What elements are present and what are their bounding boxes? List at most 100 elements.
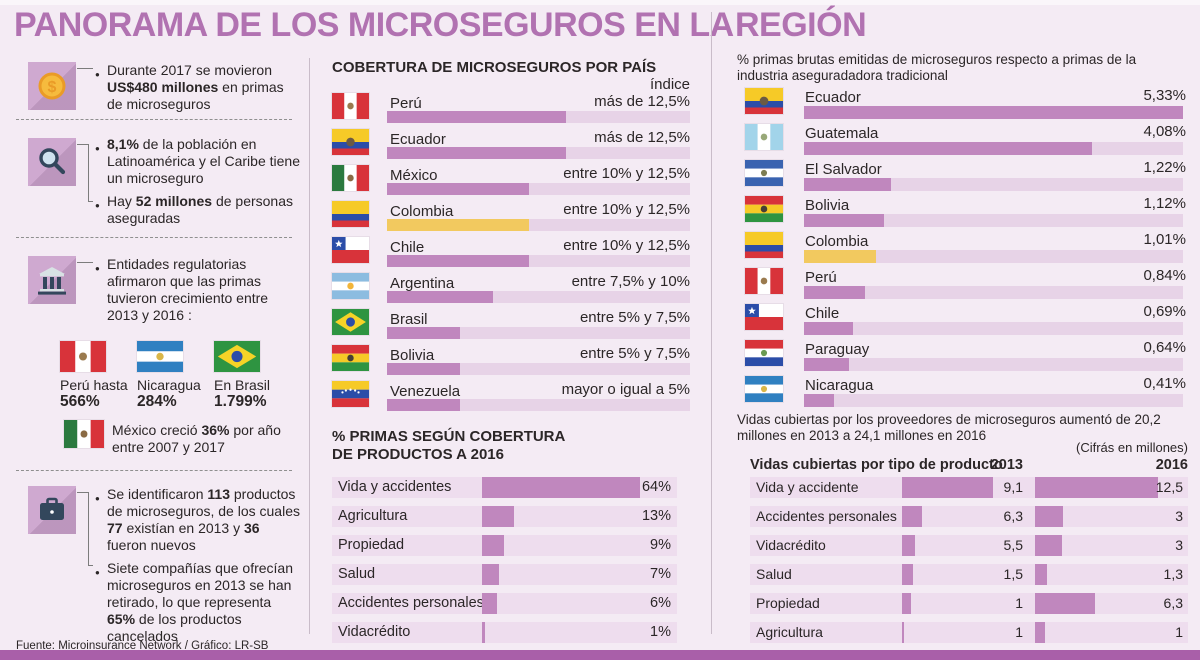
value-2016: 1,3 (1163, 566, 1183, 582)
brazil-flag-icon (214, 341, 260, 372)
product-bar-fill (482, 593, 497, 614)
lives-covered-row-track: Vida y accidente 9,1 12,5 (750, 477, 1188, 498)
value-2013: 1 (1015, 595, 1023, 611)
coverage-bar-track (387, 363, 690, 375)
lives-covered-row-track: Accidentes personales 6,3 3 (750, 506, 1188, 527)
value-2016: 3 (1175, 508, 1183, 524)
premium-percentage: 0,41% (1143, 375, 1186, 392)
product-bar-fill (482, 535, 504, 556)
dollar-coin-icon: $ (28, 62, 76, 110)
gross-premiums-rows: Ecuador 5,33% Guatemala 4,08% El Salvador 1,2… (735, 86, 1188, 410)
growth-value: 566% (60, 393, 100, 410)
products-chart-title-line1: % PRIMAS SEGÚN COBERTURA (332, 428, 566, 445)
premium-percentage: 5,33% (1143, 87, 1186, 104)
gross-premiums-subtitle: % primas brutas emitidas de microseguros… (737, 52, 1137, 83)
product-type-label: Vida y accidente (756, 479, 859, 495)
product-row-track: Propiedad 9% (332, 535, 677, 556)
premium-bar-fill (804, 106, 1183, 119)
products-chart-title-line2: DE PRODUCTOS A 2016 (332, 446, 504, 463)
fact-population-insured: 8,1% de la población en Latinoamérica y … (95, 136, 300, 233)
country-name: Brasil (390, 311, 428, 328)
index-range-label: más de 12,5% (594, 129, 690, 146)
country-name: Bolivia (390, 347, 435, 364)
gross-premium-country-row: Bolivia 1,12% (735, 194, 1188, 230)
lives-covered-row-track: Salud 1,5 1,3 (750, 564, 1188, 585)
product-type-label: Accidentes personales (756, 508, 897, 524)
value-2013: 6,3 (1003, 508, 1023, 524)
coverage-country-row: Chile entre 10% y 12,5% (330, 236, 690, 272)
product-type-label: Propiedad (756, 595, 820, 611)
premium-percentage: 0,69% (1143, 303, 1186, 320)
dashed-separator (16, 237, 292, 238)
products-chart-title: % PRIMAS SEGÚN COBERTURA DE PRODUCTOS A … (332, 428, 565, 464)
coverage-bar-fill (387, 219, 530, 231)
value-2016: 1 (1175, 624, 1183, 640)
coverage-chart-title: COBERTURA DE MICROSEGUROS POR PAÍS (332, 59, 657, 76)
lives-covered-row-track: Propiedad 1 6,3 (750, 593, 1188, 614)
guatemala-flag-icon (745, 124, 783, 150)
product-value: 6% (650, 595, 671, 611)
main-title-right: REGIÓN (735, 6, 867, 44)
growth-value: 284% (137, 393, 177, 410)
svg-text:$: $ (48, 79, 57, 96)
lives-covered-row: Salud 1,5 1,3 (750, 564, 1188, 593)
country-name: Perú (390, 95, 422, 112)
country-name: Chile (390, 239, 425, 256)
peru-flag-icon (60, 341, 106, 372)
connector-line (88, 144, 93, 202)
product-row: Agricultura 13% (332, 506, 677, 535)
premium-bar-fill (804, 178, 892, 191)
index-range-label: entre 10% y 12,5% (563, 165, 690, 182)
index-range-label: entre 10% y 12,5% (563, 201, 690, 218)
value-2013: 1 (1015, 624, 1023, 640)
premium-bar-track (804, 286, 1183, 299)
table-header-2013: 2013 (990, 457, 1023, 473)
ecuador-flag-icon (745, 88, 783, 114)
product-label: Salud (338, 566, 376, 582)
growth-cell-peru: Perú hasta 566% (60, 341, 134, 411)
bar-2016 (1035, 506, 1063, 527)
nicaragua-flag-icon (137, 341, 183, 372)
value-2013: 5,5 (1003, 537, 1023, 553)
country-name: Colombia (805, 233, 869, 250)
colombia-flag-icon (332, 201, 369, 227)
bar-2013 (902, 477, 993, 498)
coverage-country-row: Venezuela mayor o igual a 5% (330, 380, 690, 416)
venezuela-flag-icon (332, 381, 369, 407)
product-row: Vida y accidentes 64% (332, 477, 677, 506)
top-margin-band (0, 0, 1200, 5)
index-range-label: entre 5% y 7,5% (579, 309, 690, 326)
index-range-label: mayor o igual a 5% (561, 381, 690, 398)
elsalvador-flag-icon (745, 160, 783, 186)
units-note: (Cifrás en millones) (1076, 440, 1188, 455)
coverage-bar-fill (387, 183, 530, 195)
premium-bar-track (804, 394, 1183, 407)
lives-covered-rows: Vida y accidente 9,1 12,5 Accidentes person… (750, 477, 1188, 651)
bar-2013 (902, 593, 911, 614)
mexico-flag-icon (64, 420, 104, 448)
coverage-country-row: Ecuador más de 12,5% (330, 128, 690, 164)
premium-bar-track (804, 250, 1183, 263)
source-credit: Fuente: Microinsurance Network / Gráfico… (16, 640, 269, 652)
product-label: Propiedad (338, 537, 405, 553)
premium-percentage: 4,08% (1143, 123, 1186, 140)
table-header-2016: 2016 (1155, 457, 1188, 473)
gross-premium-country-row: Paraguay 0,64% (735, 338, 1188, 374)
growth-label: Perú hasta (60, 377, 128, 393)
value-2016: 6,3 (1163, 595, 1183, 611)
premium-bar-fill (804, 286, 865, 299)
bar-2016 (1035, 477, 1158, 498)
coverage-country-row: Brasil entre 5% y 7,5% (330, 308, 690, 344)
bar-2016 (1035, 622, 1045, 643)
dashed-separator (16, 119, 292, 120)
magnifier-icon (28, 138, 76, 186)
product-value: 9% (650, 537, 671, 553)
connector-line (77, 492, 88, 493)
dashed-separator (16, 470, 292, 471)
coverage-bar-fill (387, 111, 566, 123)
coverage-bar-track (387, 327, 690, 339)
value-2016: 12,5 (1155, 479, 1183, 495)
country-name: Ecuador (390, 131, 446, 148)
fact-mexico-growth: México creció 36% por año entre 2007 y 2… (112, 422, 281, 455)
bar-2013 (902, 535, 915, 556)
